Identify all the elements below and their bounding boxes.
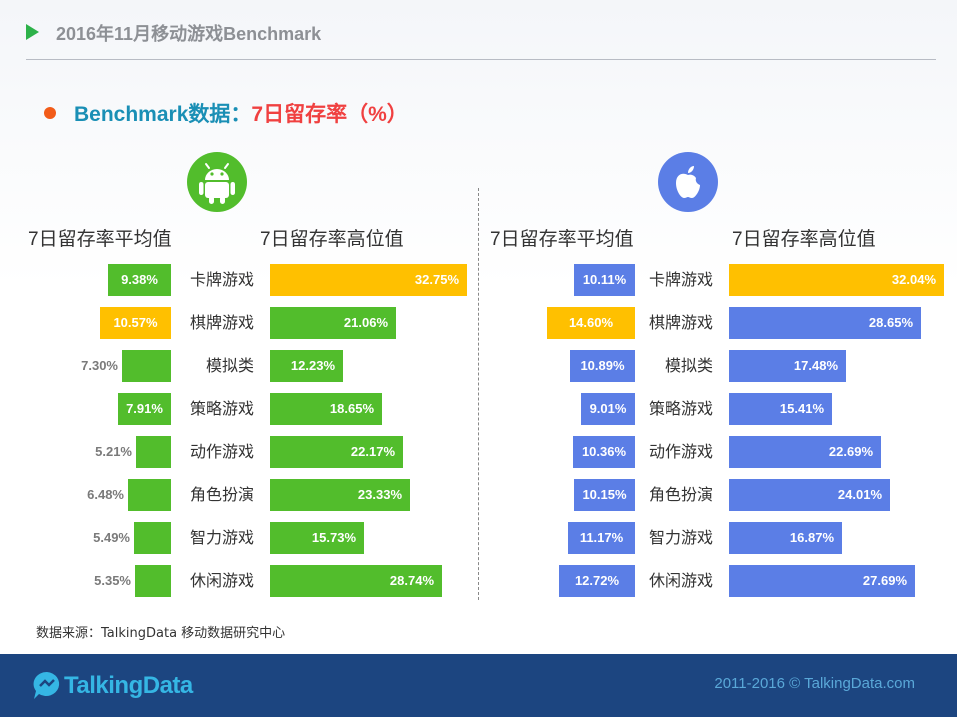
android-high-label: 22.17% xyxy=(350,444,395,459)
header-divider xyxy=(26,59,936,60)
source-note: 数据来源：TalkingData 移动数据研究中心 xyxy=(36,626,286,641)
ios-high-label: 24.01% xyxy=(837,487,882,502)
ios-high-bar xyxy=(729,565,915,597)
ios-category-label: 角色扮演 xyxy=(648,485,713,504)
android-high-label: 21.06% xyxy=(343,315,388,330)
android-avg-bar xyxy=(128,479,171,511)
android-high-bar xyxy=(270,264,467,296)
subtitle-prefix: Benchmark数据： xyxy=(74,103,252,126)
ios-avg-label: 14.60% xyxy=(568,315,614,330)
ios-avg-label: 9.01% xyxy=(589,401,627,416)
android-avg-bar xyxy=(134,522,171,554)
ios-category-label: 棋牌游戏 xyxy=(648,313,713,332)
ios-avg-bar xyxy=(573,436,635,468)
ios-avg-label: 12.72% xyxy=(574,573,620,588)
android-avg-bar xyxy=(108,264,171,296)
ios-high-label: 32.04% xyxy=(891,272,936,287)
ios-high-bar xyxy=(729,350,846,382)
ios-high-bar xyxy=(729,264,944,296)
ios-category-label: 卡牌游戏 xyxy=(648,270,713,289)
android-avg-label: 9.38% xyxy=(121,272,158,287)
talkingdata-logo-icon xyxy=(33,671,60,699)
ios-avg-bar xyxy=(559,565,635,597)
ios-category-label: 模拟类 xyxy=(664,356,713,375)
android-high-bar xyxy=(270,479,410,511)
android-high-bar xyxy=(270,522,364,554)
android-category-label: 休闲游戏 xyxy=(189,571,254,590)
android-high-label: 18.65% xyxy=(329,401,374,416)
ios-high-label: 27.69% xyxy=(862,573,907,588)
ios-high-label: 15.41% xyxy=(779,401,824,416)
ios-category-label: 休闲游戏 xyxy=(648,571,713,590)
android-avg-bar xyxy=(122,350,171,382)
ios-high-label: 17.48% xyxy=(793,358,838,373)
android-avg-bar xyxy=(100,307,171,339)
ios-high-bar xyxy=(729,436,881,468)
android-avg-label: 5.49% xyxy=(93,530,130,545)
ios-avg-label: 11.17% xyxy=(579,530,624,545)
ios-avg-bar xyxy=(568,522,635,554)
ios-avg-bar xyxy=(581,393,635,425)
android-category-label: 角色扮演 xyxy=(189,485,254,504)
ios-high-bar xyxy=(729,479,890,511)
android-high-bar xyxy=(270,393,382,425)
android-high-header: 7日留存率高位值 xyxy=(260,229,404,250)
ios-avg-bar xyxy=(547,307,635,339)
ios-high-label: 16.87% xyxy=(789,530,834,545)
android-high-label: 23.33% xyxy=(357,487,402,502)
android-category-label: 卡牌游戏 xyxy=(189,270,254,289)
android-avg-label: 5.35% xyxy=(94,573,131,588)
ios-category-label: 策略游戏 xyxy=(648,399,713,418)
ios-category-label: 动作游戏 xyxy=(648,442,713,461)
android-avg-label: 7.91% xyxy=(126,401,163,416)
android-avg-bar xyxy=(118,393,171,425)
ios-high-bar xyxy=(729,522,842,554)
android-avg-bar xyxy=(136,436,171,468)
android-avg-label: 7.30% xyxy=(81,358,118,373)
android-category-label: 策略游戏 xyxy=(189,399,254,418)
ios-avg-label: 10.36% xyxy=(581,444,627,459)
android-category-label: 模拟类 xyxy=(205,356,254,375)
android-high-bar xyxy=(270,350,343,382)
android-avg-label: 10.57% xyxy=(113,315,158,330)
ios-avg-label: 10.15% xyxy=(582,487,627,502)
android-high-bar xyxy=(270,307,396,339)
ios-avg-label: 10.89% xyxy=(580,358,625,373)
footer-bar: TalkingData 2011-2016 © TalkingData.com xyxy=(0,654,957,717)
android-avg-label: 6.48% xyxy=(87,487,124,502)
ios-avg-bar xyxy=(570,350,635,382)
ios-high-label: 22.69% xyxy=(828,444,873,459)
android-high-label: 28.74% xyxy=(389,573,434,588)
android-high-label: 15.73% xyxy=(311,530,356,545)
apple-icon xyxy=(658,152,718,212)
android-category-label: 智力游戏 xyxy=(189,528,254,547)
android-category-label: 棋牌游戏 xyxy=(189,313,254,332)
android-avg-bar xyxy=(135,565,171,597)
ios-avg-bar xyxy=(574,479,635,511)
subtitle-highlight: 7日留存率（%） xyxy=(251,103,408,126)
ios-high-bar xyxy=(729,393,832,425)
page-title: 2016年11月移动游戏Benchmark xyxy=(56,24,322,44)
android-high-bar xyxy=(270,436,403,468)
ios-high-label: 28.65% xyxy=(868,315,913,330)
copyright: 2011-2016 © TalkingData.com xyxy=(714,675,915,692)
bullet-icon xyxy=(44,107,56,119)
ios-avg-header: 7日留存率平均值 xyxy=(490,229,634,250)
android-category-label: 动作游戏 xyxy=(189,442,254,461)
android-high-label: 12.23% xyxy=(290,358,335,373)
header-arrow-icon xyxy=(26,24,39,40)
ios-high-header: 7日留存率高位值 xyxy=(732,229,876,250)
android-icon xyxy=(187,152,247,212)
android-high-label: 32.75% xyxy=(414,272,459,287)
ios-avg-label: 10.11% xyxy=(582,272,627,287)
chart-subtitle: Benchmark数据：7日留存率（%） xyxy=(74,98,408,128)
android-avg-label: 5.21% xyxy=(95,444,132,459)
ios-high-bar xyxy=(729,307,921,339)
logo-text: TalkingData xyxy=(64,672,193,699)
android-high-bar xyxy=(270,565,442,597)
platform-divider xyxy=(478,188,479,600)
android-avg-header: 7日留存率平均值 xyxy=(28,229,172,250)
ios-category-label: 智力游戏 xyxy=(648,528,713,547)
ios-avg-bar xyxy=(574,264,635,296)
